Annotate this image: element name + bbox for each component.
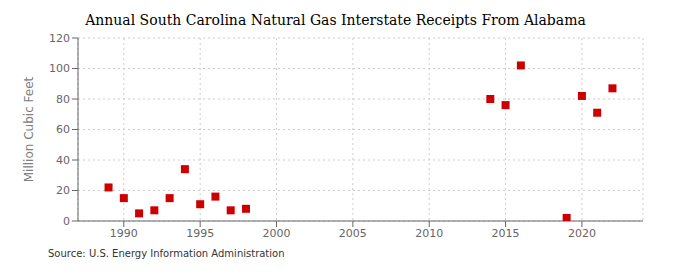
svg-text:120: 120 — [49, 32, 70, 45]
html-text:Source: U.S. Energy Informatio: Source: U.S. Energy Information Administ… — [48, 248, 285, 259]
svg-text:2015: 2015 — [492, 227, 520, 240]
svg-text:100: 100 — [49, 62, 70, 75]
html-text:Annual South Carolina Natural: Annual South Carolina Natural Gas Inters… — [85, 12, 586, 28]
svg-text:60: 60 — [56, 123, 70, 136]
svg-text:2010: 2010 — [415, 227, 443, 240]
svg-text:2000: 2000 — [263, 227, 291, 240]
svg-text:2005: 2005 — [339, 227, 367, 240]
svg-text:80: 80 — [56, 93, 70, 106]
svg-text:40: 40 — [56, 154, 70, 167]
svg-text:20: 20 — [56, 184, 70, 197]
svg-text:Million Cubic Feet: Million Cubic Feet — [22, 76, 36, 182]
svg-text:2020: 2020 — [568, 227, 596, 240]
svg-text:0: 0 — [63, 215, 70, 228]
svg-text:1990: 1990 — [110, 227, 138, 240]
svg-text:1995: 1995 — [186, 227, 214, 240]
